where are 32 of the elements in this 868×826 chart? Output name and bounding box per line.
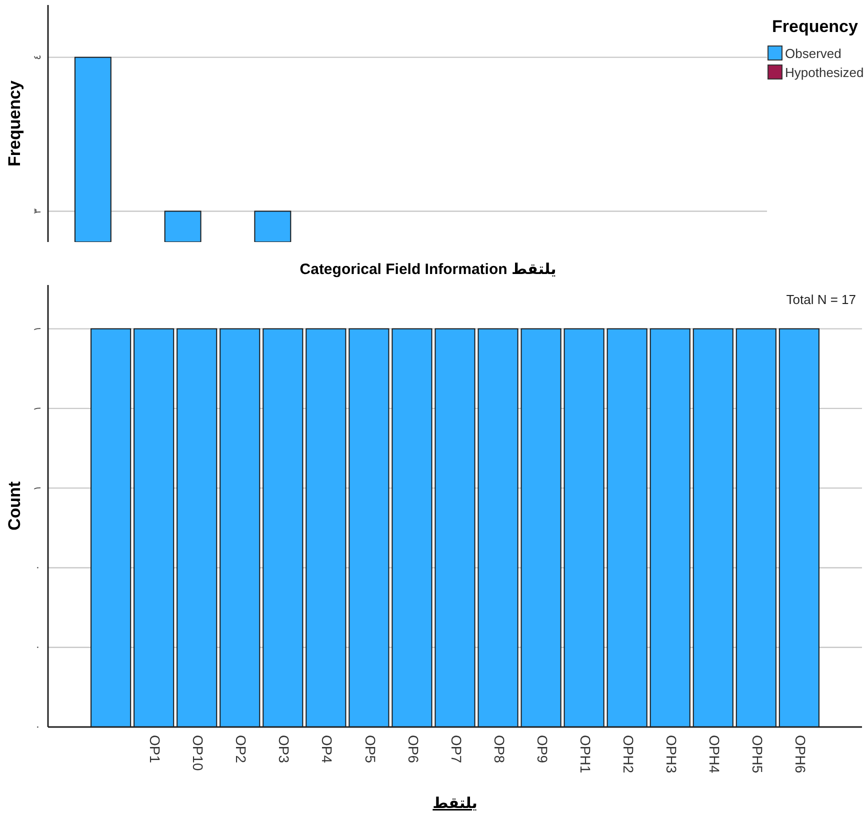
x-axis-title: يلتقط [432, 795, 478, 812]
x-tick-label: OP1 [147, 735, 164, 764]
x-tick-label: OPH2 [620, 735, 636, 774]
y-tick-label: ٠ [32, 565, 44, 570]
x-tick-label: OP5 [362, 735, 378, 764]
y-axis-title: Count [5, 481, 24, 531]
x-tick-label: OP8 [491, 735, 508, 764]
legend-label: Observed [785, 46, 842, 61]
y-axis-title: Frequency [5, 80, 24, 166]
legend-title: Frequency [772, 17, 859, 36]
y-tick-label: ٣ [32, 208, 44, 214]
x-tick-label: OPH5 [749, 735, 766, 774]
x-tick-label: OP7 [448, 735, 464, 764]
y-tick-label: ٠ [32, 644, 44, 650]
x-tick-label: OP9 [534, 735, 550, 764]
y-tick-label: ٤ [32, 54, 44, 60]
y-tick-label: ١ [32, 326, 44, 332]
x-tick-label: OP2 [233, 735, 250, 764]
x-tick-label: OP4 [319, 735, 336, 764]
x-tick-label: OPH4 [706, 735, 722, 774]
x-tick-label: OPH6 [792, 735, 808, 774]
annotation: Total N = 17 [786, 292, 856, 307]
legend-label: Hypothesized [785, 65, 864, 80]
x-tick-label: OPH1 [577, 735, 594, 774]
y-tick-label: ١ [32, 485, 44, 491]
x-tick-label: OP6 [405, 735, 422, 764]
y-tick-label: ٠ [32, 724, 44, 730]
y-tick-label: ١ [32, 406, 44, 412]
x-tick-label: OP10 [190, 735, 206, 772]
x-tick-label: OP3 [276, 735, 292, 764]
chart-title: Categorical Field Information يلتقط [300, 260, 556, 278]
x-tick-label: OPH3 [663, 735, 680, 774]
